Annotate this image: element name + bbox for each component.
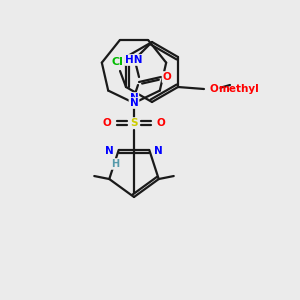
Text: N: N (130, 98, 138, 108)
Text: H: H (111, 159, 119, 169)
Text: Cl: Cl (111, 57, 123, 67)
Text: O: O (163, 72, 171, 82)
Text: methyl: methyl (218, 84, 259, 94)
Text: N: N (154, 146, 163, 156)
Text: S: S (130, 118, 138, 128)
Text: HN: HN (125, 55, 143, 65)
Text: O: O (210, 84, 219, 94)
Text: O: O (103, 118, 111, 128)
Text: N: N (130, 93, 138, 103)
Text: N: N (105, 146, 114, 156)
Text: O: O (157, 118, 165, 128)
